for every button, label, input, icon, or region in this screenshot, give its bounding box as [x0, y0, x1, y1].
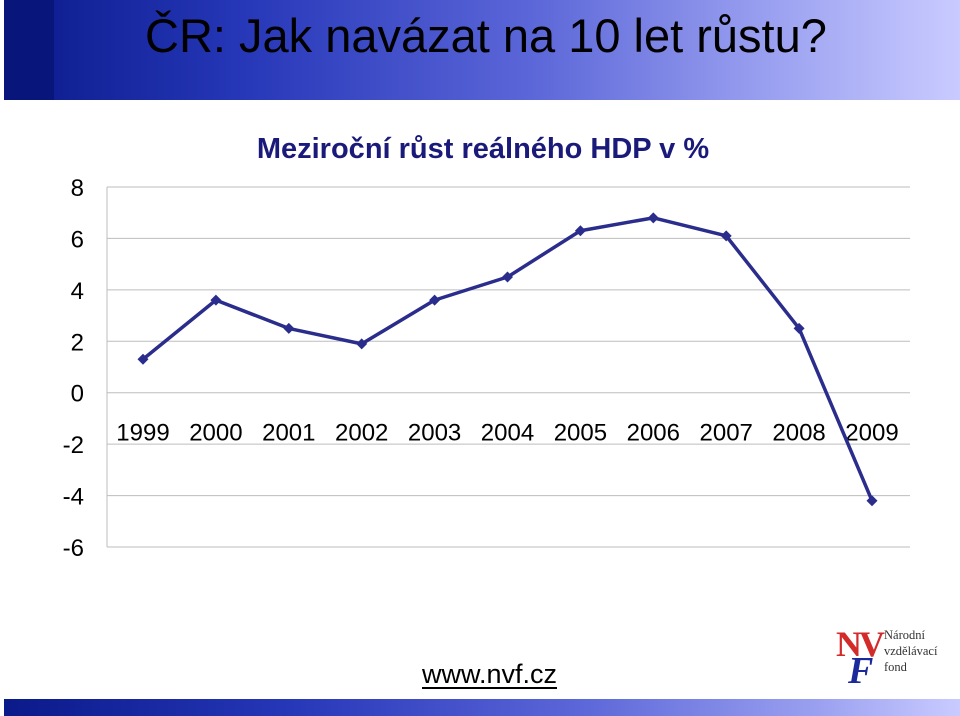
- y-tick-label: 8: [71, 175, 84, 202]
- x-tick-label: 2004: [481, 420, 534, 447]
- data-point-2007: [720, 230, 732, 242]
- data-point-2001: [283, 322, 295, 334]
- footer-website-link[interactable]: www.nvf.cz: [422, 659, 558, 689]
- series-gdp-growth: [137, 212, 878, 507]
- gdp-growth-line-chart: Meziroční růst reálného HDP v % 8 6 4 2 0 -2 -…: [63, 133, 910, 562]
- chart-title: Meziroční růst reálného HDP v %: [257, 133, 710, 165]
- data-point-2003: [429, 294, 441, 306]
- x-tick-label: 1999: [116, 420, 169, 447]
- y-tick-label: -6: [63, 535, 84, 562]
- x-tick-label: 2008: [772, 420, 825, 447]
- data-point-2006: [647, 212, 659, 224]
- logo-mark-nv: NV: [836, 624, 885, 664]
- data-point-2008: [793, 322, 805, 334]
- data-point-2000: [210, 294, 222, 306]
- footer-bar: [4, 699, 960, 716]
- logo-text-line-2: vzdělávací: [884, 644, 938, 658]
- gridlines: [106, 186, 910, 548]
- y-tick-label: -4: [63, 484, 84, 511]
- x-tick-label: 2009: [845, 420, 898, 447]
- y-axis-tick-labels: 8 6 4 2 0 -2 -4 -6: [63, 175, 84, 562]
- slide-title: ČR: Jak navázat na 10 let růstu?: [145, 9, 827, 62]
- logo-text-line-1: Národní: [884, 628, 925, 642]
- logo-mark-f: F: [848, 650, 874, 692]
- title-banner: [4, 0, 960, 100]
- y-tick-label: 0: [71, 381, 84, 408]
- x-tick-label: 2003: [408, 420, 461, 447]
- logo-text-line-3: fond: [884, 660, 907, 674]
- data-point-1999: [137, 353, 149, 365]
- x-tick-label: 2001: [262, 420, 315, 447]
- data-point-2005: [574, 225, 586, 237]
- x-tick-label: 2005: [554, 420, 607, 447]
- y-tick-label: 2: [71, 329, 84, 356]
- y-tick-label: 6: [71, 226, 84, 253]
- data-point-2004: [502, 271, 513, 283]
- x-tick-label: 2007: [700, 420, 753, 447]
- data-point-2009: [866, 495, 878, 507]
- x-tick-label: 2006: [627, 420, 680, 447]
- series-line: [141, 216, 874, 502]
- x-tick-label: 2002: [335, 420, 388, 447]
- y-tick-label: -2: [63, 432, 84, 459]
- data-point-2002: [356, 338, 368, 350]
- x-axis-tick-labels: 1999 2000 2001 2002 2003 2004 2005 2006 2007 2008…: [116, 420, 898, 447]
- nvf-logo: NV F Národní vzdělávací fond: [836, 626, 954, 690]
- y-tick-label: 4: [71, 278, 84, 305]
- x-tick-label: 2000: [189, 420, 242, 447]
